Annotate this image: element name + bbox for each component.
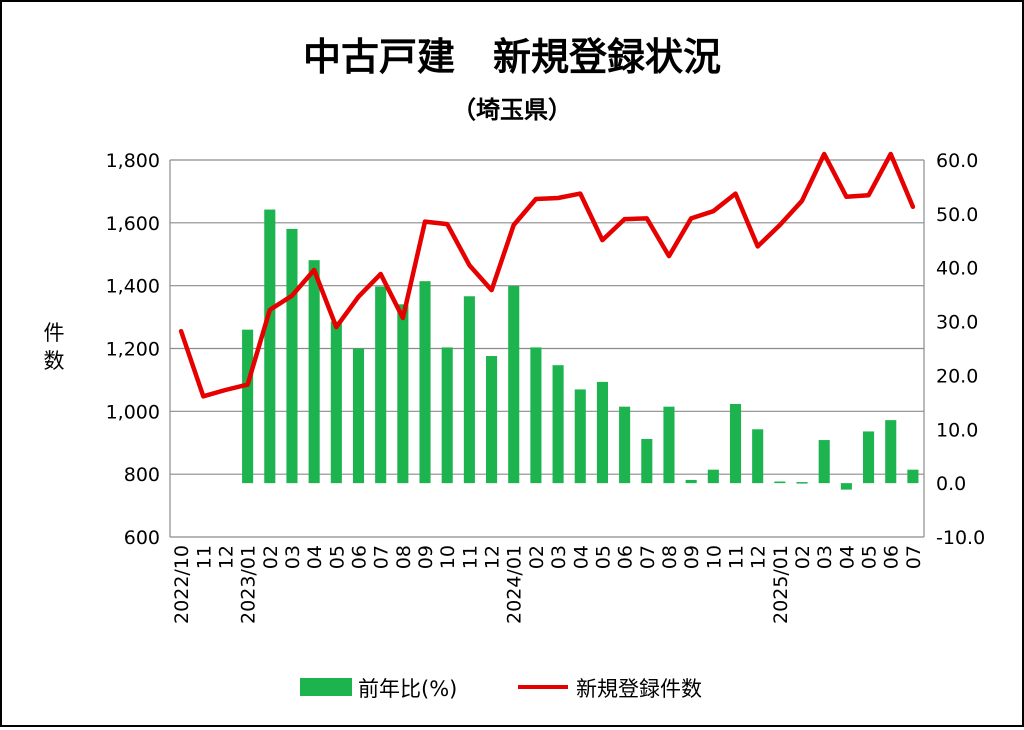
x-tick-label: 02 — [792, 545, 814, 569]
x-tick-label: 08 — [659, 545, 681, 569]
x-tick-label: 11 — [726, 545, 748, 569]
x-tick-label: 2025/01 — [770, 545, 792, 624]
bar — [352, 348, 365, 484]
bar — [818, 440, 830, 484]
x-tick-label: 05 — [859, 545, 881, 569]
right-tick-label: 10.0 — [936, 419, 978, 441]
bar — [685, 479, 697, 484]
bar — [596, 381, 608, 484]
left-tick-label: 800 — [124, 464, 160, 486]
bar — [264, 209, 276, 484]
bar — [707, 469, 719, 484]
bar — [885, 420, 897, 484]
x-tick-label: 08 — [393, 545, 415, 569]
right-tick-label: 60.0 — [936, 150, 978, 172]
bar — [486, 356, 498, 484]
line-path — [178, 151, 916, 399]
x-tick-label: 02 — [260, 545, 282, 569]
legend: 前年比(%) 新規登録件数 — [300, 677, 702, 701]
x-tick-label: 07 — [903, 545, 925, 569]
x-tick-label: 02 — [526, 545, 548, 569]
x-tick-label: 10 — [703, 545, 725, 569]
x-tick-label: 03 — [548, 545, 570, 569]
gridlines — [169, 159, 925, 538]
bar — [729, 403, 742, 484]
bar — [552, 365, 564, 484]
chart-title: 中古戸建 新規登録状況 — [303, 35, 721, 79]
x-tick-label: 03 — [282, 545, 304, 569]
left-axis-ticks: 600 800 1,000 1,200 1,400 1,600 1,800 — [106, 150, 160, 549]
left-tick-label: 1,000 — [106, 401, 160, 423]
right-tick-label: 20.0 — [936, 365, 978, 387]
right-tick-label: 0.0 — [936, 473, 966, 495]
x-tick-label: 04 — [570, 545, 592, 569]
x-axis-ticks: 2022/10 11 12 2023/01 02 03 04 05 06 07 08 09 10 11 12… — [171, 545, 925, 624]
bar — [774, 481, 786, 484]
bar — [441, 347, 453, 484]
bar — [752, 429, 764, 484]
y-axis-title-char-2: 数 — [44, 349, 65, 373]
left-tick-label: 1,200 — [106, 339, 160, 361]
bar — [419, 281, 431, 484]
x-tick-label: 07 — [371, 545, 393, 569]
line-series — [178, 151, 916, 399]
right-tick-label: 40.0 — [936, 258, 978, 280]
left-tick-label: 1,800 — [106, 150, 160, 172]
bar — [286, 228, 298, 484]
bar-series — [242, 209, 919, 490]
y-axis-title-char-1: 件 — [44, 321, 65, 345]
x-tick-label: 06 — [615, 545, 637, 569]
bar — [330, 321, 342, 484]
x-tick-label: 12 — [482, 545, 504, 569]
left-tick-label: 1,400 — [106, 276, 160, 298]
x-tick-label: 05 — [326, 545, 348, 569]
bar — [641, 438, 653, 484]
bar — [308, 260, 320, 484]
right-tick-label: -10.0 — [936, 527, 985, 549]
legend-bar-swatch — [300, 678, 352, 696]
x-tick-label: 12 — [215, 545, 237, 569]
x-tick-label: 11 — [193, 545, 215, 569]
bar — [619, 406, 631, 484]
bar — [840, 483, 852, 490]
x-tick-label: 04 — [304, 545, 326, 569]
x-tick-label: 05 — [592, 545, 614, 569]
x-tick-label: 04 — [836, 545, 858, 569]
legend-line-label: 新規登録件数 — [576, 677, 702, 701]
x-tick-label: 10 — [437, 545, 459, 569]
bar — [508, 286, 520, 484]
x-tick-label: 2022/10 — [171, 545, 193, 624]
bar — [530, 347, 542, 484]
bar — [796, 482, 808, 484]
bar — [242, 329, 254, 484]
x-tick-label: 09 — [681, 545, 703, 569]
chart-subtitle: （埼玉県） — [452, 96, 572, 124]
bar — [397, 304, 409, 484]
right-tick-label: 50.0 — [936, 204, 978, 226]
legend-bar-label: 前年比(%) — [358, 677, 457, 701]
x-tick-label: 12 — [748, 545, 770, 569]
right-tick-label: 30.0 — [936, 312, 978, 334]
bar — [375, 286, 387, 484]
left-tick-label: 600 — [124, 527, 160, 549]
x-tick-label: 11 — [459, 545, 481, 569]
x-tick-label: 2024/01 — [504, 545, 526, 624]
x-tick-label: 06 — [349, 545, 371, 569]
x-tick-label: 06 — [881, 545, 903, 569]
bar — [663, 406, 675, 484]
bar — [907, 469, 919, 484]
right-axis-ticks: -10.0 0.0 10.0 20.0 30.0 40.0 50.0 60.0 — [936, 150, 985, 549]
bar — [863, 431, 875, 484]
x-tick-label: 09 — [415, 545, 437, 569]
x-tick-label: 2023/01 — [238, 545, 260, 624]
left-tick-label: 1,600 — [106, 213, 160, 235]
bar — [463, 296, 475, 484]
x-tick-label: 07 — [637, 545, 659, 569]
bar — [574, 389, 586, 484]
x-tick-label: 03 — [814, 545, 836, 569]
